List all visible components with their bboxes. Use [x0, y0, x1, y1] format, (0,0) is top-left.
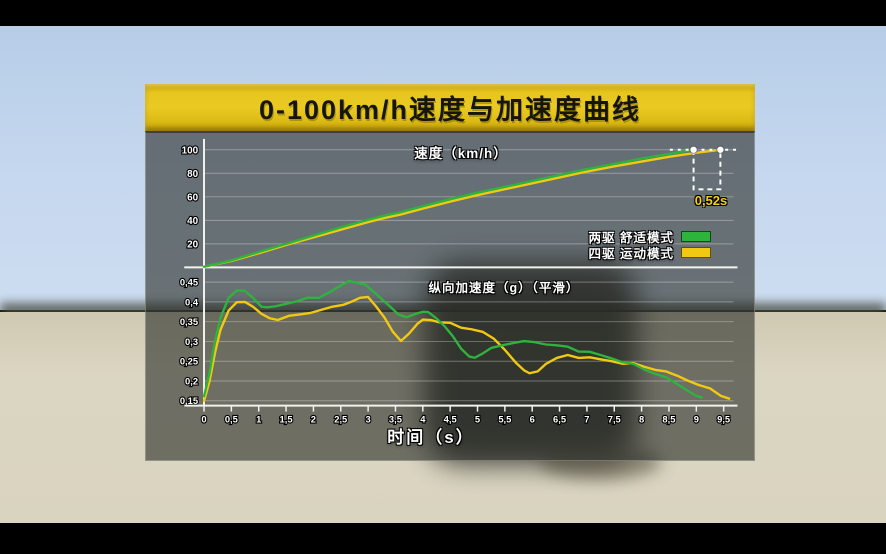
accel-ytick-label: 0,15 — [180, 396, 198, 406]
legend-label-2wd: 两驱 舒适模式 — [588, 230, 674, 245]
speed-curve-4wd-sport — [202, 148, 722, 268]
x-tick-label: 1 — [256, 414, 261, 424]
x-tick-label: 5 — [475, 414, 480, 424]
x-tick-label: 1,5 — [280, 414, 293, 424]
accel-ytick-label: 0,45 — [180, 278, 198, 288]
speed-ytick-label: 60 — [187, 192, 198, 203]
x-tick-label: 4,5 — [444, 414, 457, 424]
x-tick-label: 4 — [420, 414, 426, 424]
x-tick-label: 9,5 — [717, 414, 730, 424]
x-tick-label: 7 — [584, 414, 589, 424]
legend-row-2wd: 两驱 舒适模式 — [589, 230, 711, 245]
x-tick-label: 2 — [311, 414, 316, 424]
accel-curve-4wd-sport — [202, 295, 731, 403]
legend-swatch-green — [681, 230, 711, 242]
x-tick-label: 6,5 — [553, 414, 566, 424]
x-tick-label: 0 — [201, 414, 206, 424]
legend: 两驱 舒适模式 四驱 运动模式 — [589, 230, 711, 261]
endpoint-marker-1 — [716, 145, 725, 154]
legend-swatch-yellow — [681, 246, 711, 258]
accel-ytick-label: 0,2 — [185, 376, 198, 386]
legend-label-4wd: 四驱 运动模式 — [588, 246, 674, 261]
x-tick-label: 5,5 — [498, 414, 511, 424]
page-title: 0-100km/h速度与加速度曲线 — [258, 95, 642, 125]
chart-overlay-panel: 0-100km/h速度与加速度曲线 20 40 60 80 100 0,15 0,2 0,25… — [145, 84, 755, 461]
x-tick-label: 0,5 — [225, 414, 238, 424]
speed-ytick-label: 80 — [187, 169, 198, 180]
gap-annotation: 0,52s — [694, 193, 728, 208]
accel-ytick-label: 0,3 — [185, 337, 198, 347]
accel-chart-title: 纵向加速度（g）（平滑） — [428, 281, 580, 295]
x-tick-label: 9 — [694, 414, 699, 424]
speed-ytick-label: 100 — [182, 145, 199, 156]
speed-ytick-label: 20 — [187, 239, 198, 250]
x-tick-label: 2,5 — [334, 414, 347, 424]
x-tick-label: 8,5 — [662, 414, 675, 424]
title-banner: 0-100km/h速度与加速度曲线 — [145, 84, 755, 131]
x-tick-label: 3 — [366, 414, 371, 424]
x-tick-label: 7,5 — [608, 414, 621, 424]
chart-canvas: 20 40 60 80 100 0,15 0,2 0,25 0,3 0,35 0,4 0,45 0 0,5… — [179, 138, 741, 426]
speed-ytick-label: 40 — [187, 216, 198, 227]
accel-ytick-label: 0,35 — [180, 317, 198, 327]
endpoint-marker-0 — [689, 145, 698, 154]
gap-dashed-box — [692, 149, 722, 191]
accel-curve-2wd-comfort — [202, 279, 703, 399]
x-tick-label: 6 — [530, 414, 535, 424]
x-tick-label: 8 — [639, 414, 644, 424]
accel-ytick-label: 0,4 — [185, 297, 199, 307]
x-axis-title: 时间（s） — [387, 428, 475, 447]
speed-curve-2wd-comfort — [202, 148, 695, 268]
speed-chart-title: 速度（km/h） — [414, 146, 508, 161]
chart-body: 20 40 60 80 100 0,15 0,2 0,25 0,3 0,35 0,4 0,45 0 0,5… — [145, 131, 755, 461]
x-tick-label: 3,5 — [389, 414, 402, 424]
legend-row-4wd: 四驱 运动模式 — [589, 246, 711, 261]
accel-ytick-label: 0,25 — [180, 357, 198, 367]
